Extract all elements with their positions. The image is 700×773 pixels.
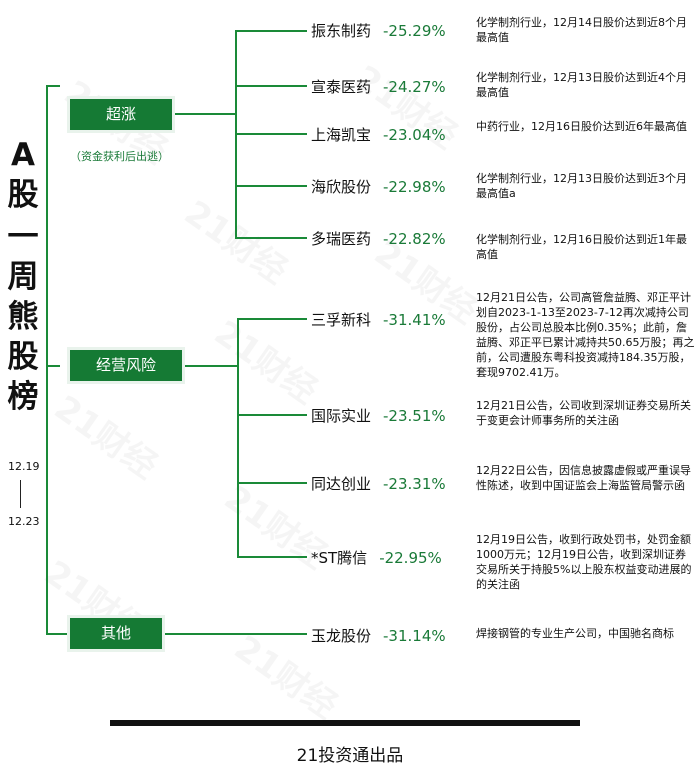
watermark: 21财经 <box>46 381 169 487</box>
title-char: 周 <box>7 259 39 295</box>
stock-note: 化学制剂行业，12月13日股价达到近3个月最高值a <box>476 172 687 200</box>
stock-name: 玉龙股份 <box>311 627 372 645</box>
stock-row: 海欣股份 -22.98% <box>311 176 446 197</box>
stock-note: 化学制剂行业，12月13日股价达到近4个月最高值 <box>476 71 687 99</box>
connector-line <box>182 365 238 367</box>
stock-row: 振东制药 -25.29% <box>311 20 446 41</box>
branch-line <box>46 633 68 635</box>
stock-name: *ST腾信 <box>311 549 368 567</box>
stock-change: -22.82% <box>383 230 446 248</box>
watermark: 21财经 <box>176 186 299 292</box>
stock-line <box>237 482 307 484</box>
stock-note: 焊接钢管的专业生产公司，中国驰名商标 <box>476 627 674 640</box>
stock-change: -31.41% <box>383 311 446 329</box>
stock-row: 上海凯宝 -23.04% <box>311 124 446 145</box>
title-char: 熊 <box>7 299 39 335</box>
stock-note: 化学制剂行业，12月16日股价达到近1年最高值 <box>476 233 687 261</box>
date-separator <box>20 480 21 508</box>
stock-row: 多瑞医药 -22.82% <box>311 228 446 249</box>
stock-change: -24.27% <box>383 78 446 96</box>
title-char: 股 <box>7 339 39 375</box>
stock-name: 振东制药 <box>311 22 372 40</box>
category-note: （资金获利后出逃） <box>70 150 169 163</box>
stock-note: 化学制剂行业，12月14日股价达到近8个月最高值 <box>476 16 687 44</box>
stock-line <box>237 414 307 416</box>
stock-row: 国际实业 -23.51% <box>311 405 446 426</box>
branch-line <box>46 365 60 367</box>
stock-name: 国际实业 <box>311 407 372 425</box>
category-box-overbought: 超涨 <box>70 99 172 130</box>
date-start: 12.19 <box>8 460 40 473</box>
stock-line <box>235 237 307 239</box>
stock-change: -31.14% <box>383 627 446 645</box>
stock-name: 三孚新科 <box>311 311 372 329</box>
stock-note: 12月19日公告，收到行政处罚书，处罚金额1000万元；12月19日公告，收到深… <box>476 533 692 591</box>
date-end: 12.23 <box>8 515 40 528</box>
stock-row: 宣泰医药 -24.27% <box>311 76 446 97</box>
stock-name: 上海凯宝 <box>311 126 372 144</box>
stock-change: -22.98% <box>383 178 446 196</box>
stock-name: 海欣股份 <box>311 178 372 196</box>
footer-divider <box>110 720 580 726</box>
group-line <box>237 318 239 558</box>
stock-row: 三孚新科 -31.41% <box>311 309 446 330</box>
stock-line <box>235 133 307 135</box>
stock-change: -23.04% <box>383 126 446 144</box>
stock-row: 玉龙股份 -31.14% <box>311 625 446 646</box>
stock-change: -22.95% <box>379 549 442 567</box>
title-char: 股 <box>7 177 39 213</box>
stock-name: 多瑞医药 <box>311 230 372 248</box>
stock-name: 同达创业 <box>311 475 372 493</box>
footer-credit: 21投资通出品 <box>296 746 404 766</box>
stock-change: -23.31% <box>383 475 446 493</box>
stock-row: 同达创业 -23.31% <box>311 473 446 494</box>
stock-change: -25.29% <box>383 22 446 40</box>
title-char: 一 <box>7 219 39 255</box>
category-box-operating-risk: 经营风险 <box>70 350 182 381</box>
stock-line <box>237 556 307 558</box>
connector-line <box>172 113 236 115</box>
branch-line <box>46 85 60 87</box>
stock-row: *ST腾信 -22.95% <box>311 547 442 568</box>
title-char: 榜 <box>7 379 39 415</box>
title-char: A <box>11 137 35 173</box>
stock-note: 12月21日公告，公司收到深圳证券交易所关于变更会计师事务所的关注函 <box>476 399 691 427</box>
stock-change: -23.51% <box>383 407 446 425</box>
stock-line <box>237 318 307 320</box>
stock-line <box>235 30 307 32</box>
trunk-line <box>46 85 48 635</box>
stock-line <box>235 85 307 87</box>
stock-note: 12月21日公告，公司高管詹益腾、邓正平计划自2023-1-13至2023-7-… <box>476 291 695 379</box>
stock-line <box>235 185 307 187</box>
stock-note: 12月22日公告，因信息披露虚假或严重误导性陈述，收到中国证监会上海监管局警示函 <box>476 464 691 492</box>
stock-name: 宣泰医药 <box>311 78 372 96</box>
category-box-other: 其他 <box>70 618 162 649</box>
stock-note: 中药行业，12月16日股价达到近6年最高值 <box>476 120 687 133</box>
connector-line <box>162 633 307 635</box>
